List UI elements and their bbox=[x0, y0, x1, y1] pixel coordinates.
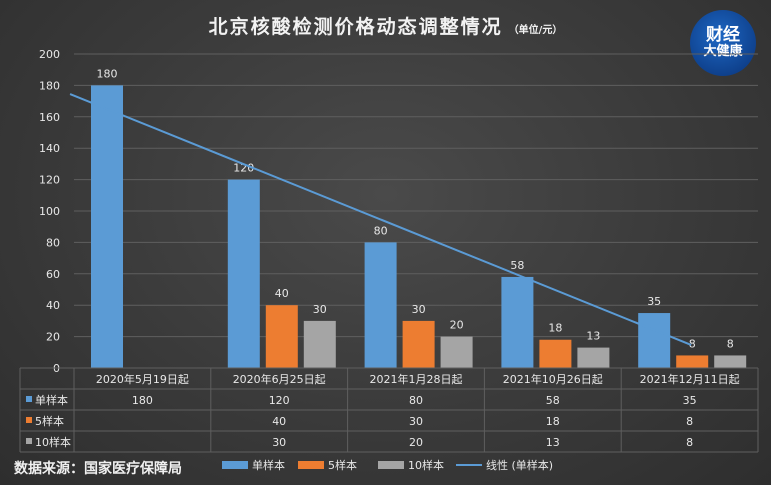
bar bbox=[539, 339, 572, 368]
table-cell: 8 bbox=[686, 436, 693, 449]
y-tick-label: 100 bbox=[39, 205, 60, 218]
table-legend-key bbox=[26, 396, 32, 402]
bar bbox=[577, 347, 610, 368]
table-legend-key bbox=[26, 417, 32, 423]
x-category-label: 2021年10月26日起 bbox=[503, 372, 603, 386]
legend-label: 10样本 bbox=[408, 458, 444, 472]
data-label: 8 bbox=[689, 337, 696, 350]
bar bbox=[676, 355, 709, 368]
y-tick-label: 140 bbox=[39, 142, 60, 155]
data-label: 80 bbox=[374, 224, 388, 237]
y-tick-label: 20 bbox=[46, 331, 60, 344]
y-tick-label: 120 bbox=[39, 174, 60, 187]
data-label: 30 bbox=[313, 303, 327, 316]
table-row-header: 5样本 bbox=[35, 414, 64, 428]
data-label: 13 bbox=[586, 330, 600, 343]
legend-swatch bbox=[298, 461, 324, 469]
x-category-label: 2021年12月11日起 bbox=[640, 372, 740, 386]
bar bbox=[440, 336, 473, 368]
data-table: 2020年5月19日起 2020年6月25日起 2021年1月28日起 2021年10… bbox=[19, 367, 759, 453]
trendline bbox=[69, 93, 692, 346]
x-category-label: 2021年1月28日起 bbox=[370, 372, 463, 386]
data-labels: 180 120 40 30 80 30 20 58 18 13 35 8 8 bbox=[97, 67, 734, 350]
bar bbox=[402, 320, 435, 368]
table-cell: 35 bbox=[683, 394, 697, 407]
data-label: 120 bbox=[233, 162, 254, 175]
table-row-header: 10样本 bbox=[35, 435, 71, 449]
unit-label: （单位/元） bbox=[508, 25, 563, 36]
data-label: 8 bbox=[727, 337, 734, 350]
table-row-header: 单样本 bbox=[35, 393, 68, 407]
data-label: 58 bbox=[510, 259, 524, 272]
source-note: 数据来源：国家医疗保障局 bbox=[14, 461, 182, 477]
data-label: 30 bbox=[412, 303, 426, 316]
table-cell: 58 bbox=[546, 394, 560, 407]
chart-title: 北京核酸检测价格动态调整情况 （单位/元） bbox=[0, 12, 771, 39]
table-cell: 13 bbox=[546, 436, 560, 449]
table-cell: 40 bbox=[272, 415, 286, 428]
logo-line-2: 大健康 bbox=[703, 44, 743, 60]
legend-label: 5样本 bbox=[328, 458, 357, 472]
bar bbox=[501, 276, 534, 368]
y-axis-ticks: 020406080100120140160180200 bbox=[39, 48, 60, 375]
legend-label: 单样本 bbox=[252, 458, 285, 472]
bar bbox=[91, 85, 123, 369]
data-label: 20 bbox=[450, 319, 464, 332]
data-label: 40 bbox=[275, 287, 289, 300]
y-tick-label: 200 bbox=[39, 48, 60, 61]
bar bbox=[638, 313, 671, 368]
table-cell: 120 bbox=[269, 394, 290, 407]
bar bbox=[714, 355, 747, 368]
data-label: 18 bbox=[548, 322, 562, 335]
table-cell: 30 bbox=[409, 415, 423, 428]
bar bbox=[227, 179, 260, 368]
legend-swatch bbox=[378, 461, 404, 469]
table-cell: 80 bbox=[409, 394, 423, 407]
y-tick-label: 180 bbox=[39, 79, 60, 92]
data-label: 35 bbox=[647, 295, 661, 308]
brand-logo: 财经 大健康 bbox=[690, 10, 756, 76]
table-legend-key bbox=[26, 438, 32, 444]
y-tick-label: 40 bbox=[46, 299, 60, 312]
bar bbox=[364, 242, 397, 368]
table-cell: 18 bbox=[546, 415, 560, 428]
trendline-path bbox=[69, 93, 692, 346]
x-category-label: 2020年6月25日起 bbox=[233, 372, 326, 386]
table-cell: 8 bbox=[686, 415, 693, 428]
legend-label: 线性 (单样本) bbox=[486, 458, 553, 472]
bars bbox=[91, 85, 747, 369]
table-cell: 180 bbox=[132, 394, 153, 407]
bar bbox=[265, 305, 298, 368]
y-tick-label: 60 bbox=[46, 268, 60, 281]
legend: 单样本 5样本 10样本 线性 (单样本) bbox=[222, 458, 553, 472]
table-cell: 20 bbox=[409, 436, 423, 449]
table-cell: 30 bbox=[272, 436, 286, 449]
x-category-label: 2020年5月19日起 bbox=[96, 372, 189, 386]
y-tick-label: 160 bbox=[39, 111, 60, 124]
data-label: 180 bbox=[97, 67, 118, 80]
title-text: 北京核酸检测价格动态调整情况 bbox=[208, 16, 503, 38]
bar bbox=[303, 320, 336, 368]
legend-swatch bbox=[222, 461, 248, 469]
y-tick-label: 80 bbox=[46, 236, 60, 249]
logo-line-1: 财经 bbox=[706, 25, 740, 46]
